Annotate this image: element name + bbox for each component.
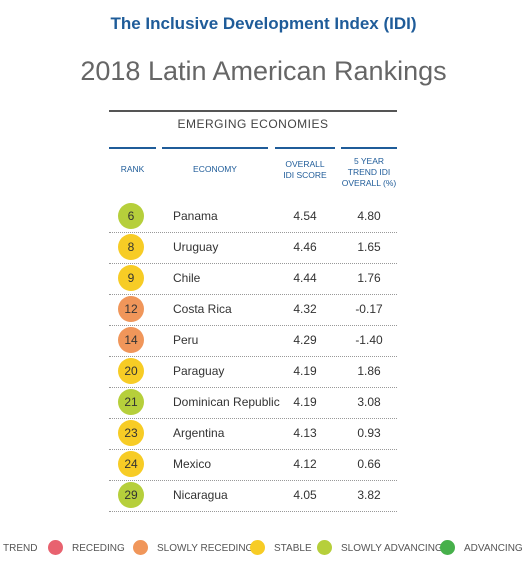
table-row: 14 Peru 4.29 -1.40 [109,325,397,356]
trend-value: 4.80 [357,209,381,223]
table-row: 6 Panama 4.54 4.80 [109,201,397,232]
economy-name: Mexico [173,457,212,471]
rank-badge: 14 [118,327,144,353]
score-header: OVERALL IDI SCORE [275,159,335,181]
economy-name: Uruguay [173,240,219,254]
trend-value: 3.82 [357,488,381,502]
table-row: 12 Costa Rica 4.32 -0.17 [109,294,397,325]
row-divider [109,449,397,450]
table-row: 23 Argentina 4.13 0.93 [109,418,397,449]
legend-receding-label: RECEDING [72,543,125,554]
legend-stable-swatch [250,540,265,555]
rank-badge: 9 [118,265,144,291]
table-row: 8 Uruguay 4.46 1.65 [109,232,397,263]
trend-value: 1.86 [357,364,381,378]
idi-score: 4.19 [293,395,317,409]
table-row: 24 Mexico 4.12 0.66 [109,449,397,480]
trend-header-line [341,147,397,149]
trend-header-line-2: TREND IDI [347,167,391,177]
rank-badge: 20 [118,358,144,384]
legend-slowly-advancing-swatch [317,540,332,555]
rank-badge: 29 [118,482,144,508]
table-row: 21 Dominican Republic 4.19 3.08 [109,387,397,418]
idi-score: 4.12 [293,457,317,471]
legend-title: TREND [3,543,38,554]
legend-slowly-receding-label: SLOWLY RECEDING [157,543,254,554]
score-header-line-2: IDI SCORE [283,170,327,180]
rank-badge: 24 [118,451,144,477]
legend-advancing-swatch [440,540,455,555]
rank-badge: 21 [118,389,144,415]
page-title: 2018 Latin American Rankings [80,56,447,86]
economy-name: Dominican Republic [173,395,280,409]
economy-name: Argentina [173,426,225,440]
idi-score: 4.44 [293,271,317,285]
trend-value: 0.93 [357,426,381,440]
trend-value: -0.17 [355,302,383,316]
row-divider [109,232,397,233]
rank-header-line [109,147,156,149]
economy-header-line [162,147,268,149]
row-divider [109,325,397,326]
table-row: 9 Chile 4.44 1.76 [109,263,397,294]
trend-value: 1.76 [357,271,381,285]
rank-badge: 23 [118,420,144,446]
row-divider [109,387,397,388]
top-divider [109,110,397,112]
legend-receding-swatch [48,540,63,555]
row-divider [109,356,397,357]
idi-score: 4.13 [293,426,317,440]
legend-stable-label: STABLE [274,543,312,554]
legend-slowly-advancing-label: SLOWLY ADVANCING [341,543,443,554]
economy-name: Paraguay [173,364,225,378]
trend-header-line-3: OVERALL (%) [341,178,397,188]
rank-badge: 6 [118,203,144,229]
rank-header: RANK [120,164,145,174]
row-divider [109,511,397,512]
trend-value: 3.08 [357,395,381,409]
idi-score: 4.29 [293,333,317,347]
row-divider [109,418,397,419]
group-title: EMERGING ECONOMIES [177,117,329,131]
table-row: 29 Nicaragua 4.05 3.82 [109,480,397,511]
economy-name: Peru [173,333,199,347]
row-divider [109,480,397,481]
economy-name: Nicaragua [173,488,228,502]
row-divider [109,263,397,264]
subtitle: The Inclusive Development Index (IDI) [110,14,417,33]
legend-slowly-receding-swatch [133,540,148,555]
idi-score: 4.19 [293,364,317,378]
legend-advancing-label: ADVANCING [464,543,523,554]
trend-value: -1.40 [355,333,383,347]
economy-name: Chile [173,271,201,285]
idi-score: 4.54 [293,209,317,223]
trend-header: 5 YEAR TREND IDI OVERALL (%) [341,156,397,189]
idi-score: 4.05 [293,488,317,502]
rank-badge: 12 [118,296,144,322]
economy-header: ECONOMY [193,164,237,174]
trend-header-line-1: 5 YEAR [353,156,385,166]
rank-badge: 8 [118,234,144,260]
row-divider [109,294,397,295]
economy-name: Panama [173,209,218,223]
economy-name: Costa Rica [173,302,232,316]
legend: TREND RECEDING SLOWLY RECEDING STABLE SLOWL… [0,540,527,558]
score-header-line-1: OVERALL [285,159,325,169]
idi-score: 4.32 [293,302,317,316]
trend-value: 0.66 [357,457,381,471]
score-header-line [275,147,335,149]
idi-score: 4.46 [293,240,317,254]
trend-value: 1.65 [357,240,381,254]
table-row: 20 Paraguay 4.19 1.86 [109,356,397,387]
